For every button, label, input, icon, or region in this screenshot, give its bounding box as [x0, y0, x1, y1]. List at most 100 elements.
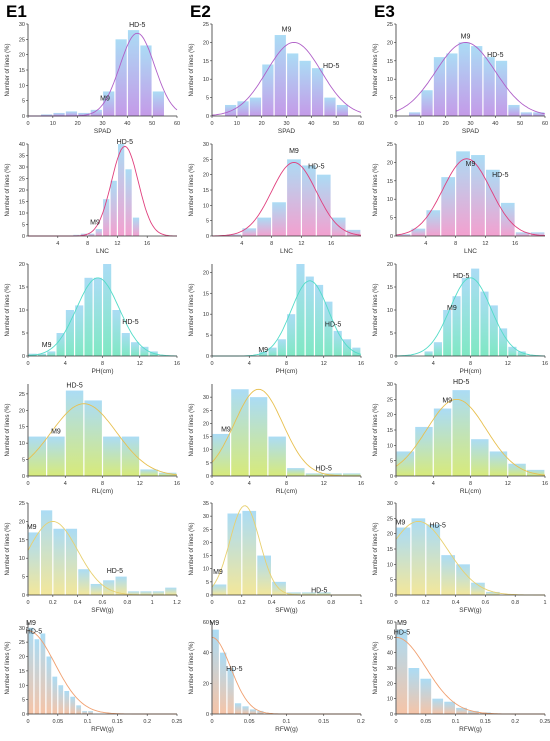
y-tick-label: 10: [203, 448, 209, 454]
histogram-bar: [352, 347, 361, 356]
histogram-bar: [65, 390, 84, 476]
histogram-bar: [34, 639, 40, 714]
histogram-bar: [499, 328, 508, 356]
x-tick-label: 0.4: [452, 600, 460, 606]
x-tick-label: 16: [512, 241, 518, 247]
histogram-bar: [64, 691, 70, 714]
y-tick-label: 60: [203, 620, 209, 626]
x-tick-label: 0: [394, 600, 397, 606]
y-tick-label: 50: [387, 635, 393, 641]
marker-m9: M9: [27, 524, 37, 531]
marker-hd5: HD-5: [129, 22, 145, 29]
x-axis-label: RL(cm): [92, 488, 113, 495]
histogram-bar: [342, 473, 361, 476]
x-tick-label: 0.2: [422, 600, 430, 606]
x-axis-label: RFW(g): [459, 726, 482, 733]
x-tick-label: 0.2: [49, 600, 57, 606]
histogram-bar: [65, 111, 78, 116]
y-tick-label: 20: [387, 413, 393, 419]
histogram-bar: [227, 668, 234, 714]
histogram-e1-spad: 0 10 20 30 40 50 60 0 5 10 15 20 25 30 SPAD Number of l…: [0, 18, 183, 141]
y-tick-label: 20: [203, 40, 209, 46]
marker-hd5: HD-5: [487, 52, 503, 59]
histogram-bar: [121, 333, 130, 356]
y-tick-label: 35: [19, 154, 25, 160]
x-tick-label: 0.6: [99, 600, 107, 606]
y-tick-label: 20: [387, 160, 393, 166]
y-axis-label: Number of lines (%): [5, 641, 11, 694]
y-tick-label: 5: [206, 461, 209, 467]
x-tick-label: 0.05: [52, 719, 63, 725]
x-tick-label: 0.8: [327, 600, 335, 606]
x-tick-label: 16: [174, 361, 180, 367]
x-tick-label: 8: [469, 361, 472, 367]
y-tick-label: 25: [203, 157, 209, 163]
histogram-bar: [458, 42, 470, 116]
histogram-bar: [152, 91, 164, 116]
y-tick-label: 0: [22, 234, 25, 240]
marker-m9: M9: [26, 620, 36, 627]
histogram-bar: [456, 707, 467, 714]
x-tick-label: 4: [248, 481, 251, 487]
histogram-e1-rfw: 0 0.05 0.1 0.15 0.2 0.25 0 5 10 15 20 25 30 RFW(g) Num…: [0, 616, 183, 739]
y-tick-label: 5: [206, 580, 209, 586]
histogram-bar: [242, 228, 257, 236]
histogram-bar: [421, 90, 433, 116]
x-tick-label: 16: [358, 361, 364, 367]
histogram-e3-sfw: 0 0.2 0.4 0.6 0.8 1 0 5 10 15 20 25 30 SFW(g) Number o…: [368, 497, 550, 620]
y-axis-label: Number of lines (%): [373, 163, 379, 216]
histogram-bar: [426, 210, 441, 236]
y-tick-label: 15: [387, 547, 393, 553]
y-tick-label: 30: [19, 22, 25, 28]
histogram-bar: [287, 468, 305, 476]
y-tick-label: 20: [19, 262, 25, 268]
histogram-e2-sfw: 0 0.2 0.4 0.6 0.8 1 0 5 10 15 20 25 30 35 SFW(g) Number…: [184, 497, 367, 620]
histogram-bar: [452, 296, 461, 356]
histogram-bar: [78, 112, 90, 116]
y-tick-label: 5: [206, 96, 209, 102]
histogram-bar: [315, 284, 324, 356]
fit-curve: [395, 158, 546, 237]
histogram-bar: [73, 234, 80, 236]
y-tick-label: 15: [19, 285, 25, 291]
fit-curve: [211, 41, 362, 116]
x-tick-label: 0.1: [452, 719, 460, 725]
chart-svg: 4 8 12 16 0 5 10 15 20 25 30 35 40 LNC Number of lines…: [5, 139, 178, 255]
x-axis-label: LNC: [96, 248, 109, 255]
histogram-bar: [88, 711, 93, 714]
histogram-bar: [76, 705, 82, 714]
x-tick-label: 12: [114, 241, 120, 247]
histogram-bar: [95, 229, 102, 236]
histogram-bar: [103, 580, 115, 595]
y-axis-label: Number of lines (%): [373, 283, 379, 336]
histogram-bar: [165, 587, 177, 595]
x-tick-label: 1: [359, 600, 362, 606]
histogram-bar: [65, 528, 78, 595]
histogram-bar: [495, 60, 508, 116]
histogram-bar: [311, 68, 324, 116]
y-tick-label: 0: [22, 114, 25, 120]
x-tick-label: 12: [321, 481, 327, 487]
y-tick-label: 15: [19, 68, 25, 74]
marker-hd5: HD-5: [453, 379, 469, 386]
y-tick-label: 15: [19, 538, 25, 544]
histogram-bar: [127, 30, 140, 117]
y-axis-label: Number of lines (%): [373, 43, 379, 96]
y-tick-label: 10: [387, 77, 393, 83]
x-tick-label: 0: [210, 361, 213, 367]
histogram-bar: [112, 310, 121, 356]
x-tick-label: 0.15: [318, 719, 329, 725]
histogram-bar: [52, 676, 58, 714]
histogram-bar: [517, 351, 526, 356]
histogram-bar: [84, 400, 102, 476]
histogram-bar: [78, 569, 90, 595]
histogram-bar: [28, 436, 47, 476]
y-tick-label: 5: [390, 216, 393, 222]
fit-curve: [396, 277, 545, 357]
y-tick-label: 20: [203, 421, 209, 427]
histogram-bar: [249, 97, 262, 116]
histogram-bar: [520, 112, 532, 116]
histogram-bar: [234, 703, 242, 714]
y-tick-label: 0: [206, 593, 209, 599]
